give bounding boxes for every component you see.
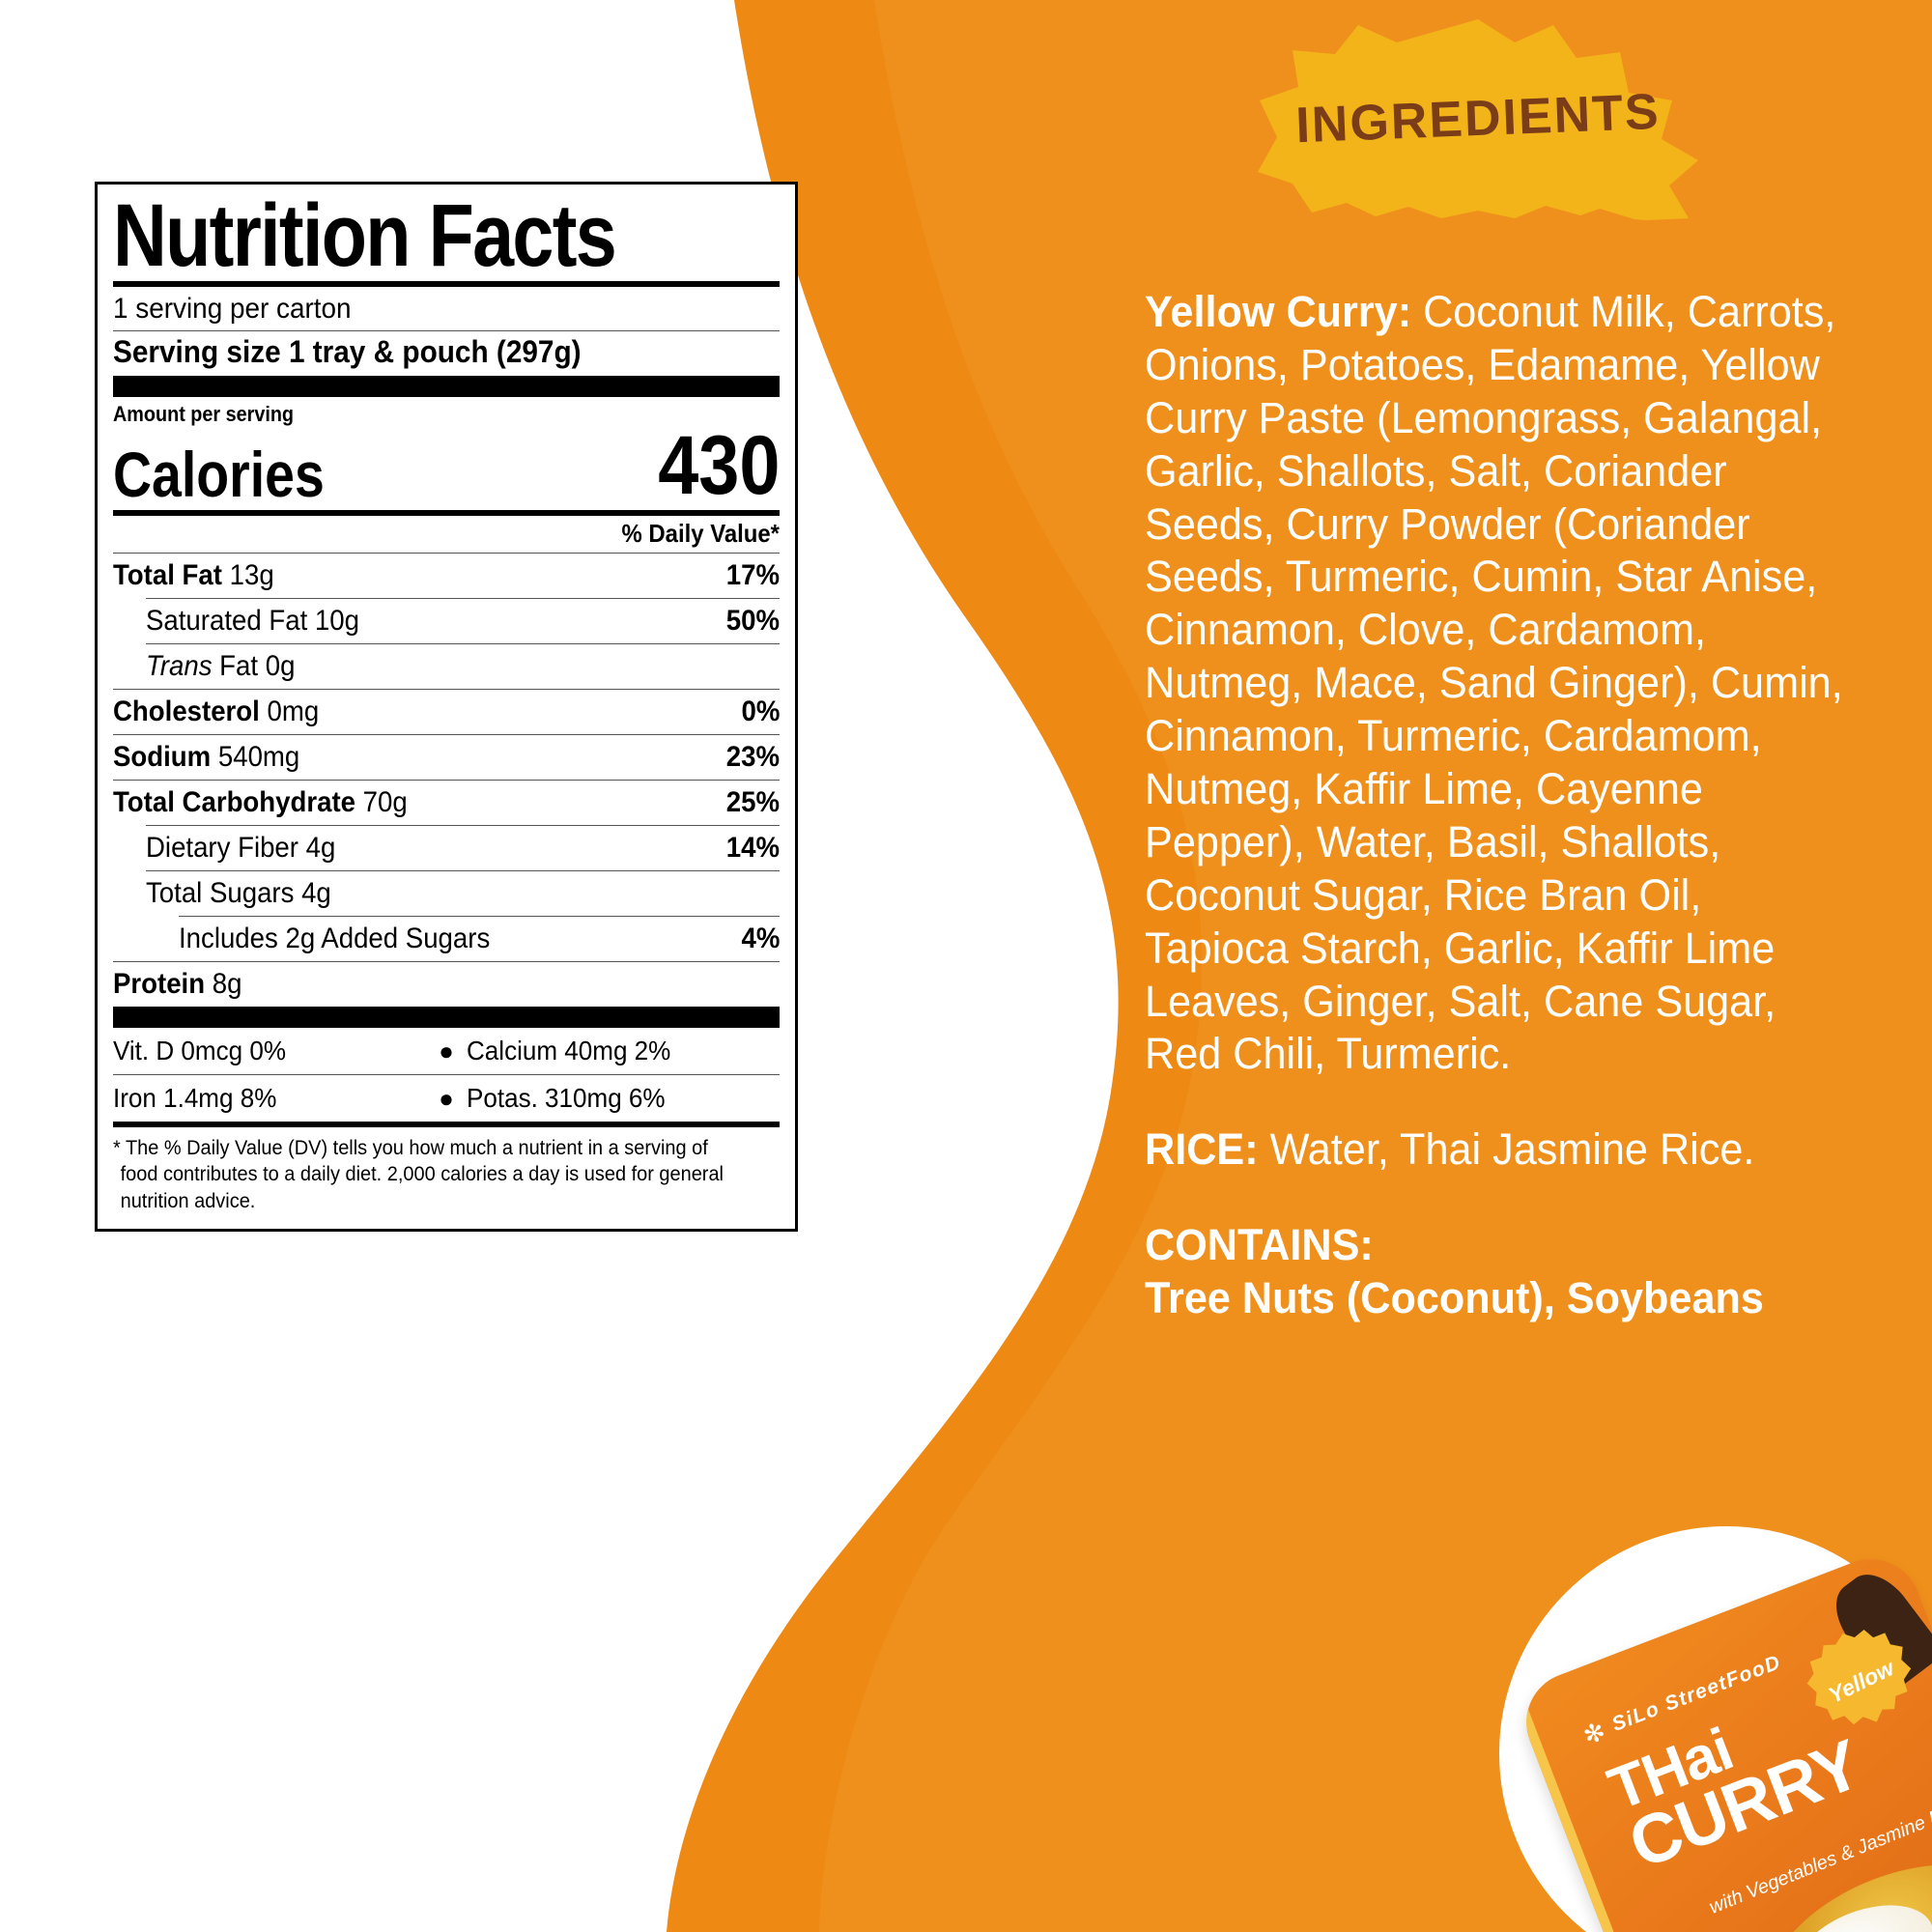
nutrient-row-divider xyxy=(179,915,780,917)
servings-per-container: 1 serving per carton xyxy=(113,293,352,326)
micronutrient-divider xyxy=(113,1073,780,1075)
nutrient-name: Cholesterol 0mg xyxy=(113,695,320,727)
ingredient-heading-yellow-curry: Yellow Curry: xyxy=(1145,287,1412,336)
serving-size: Serving size 1 tray & pouch (297g) xyxy=(113,333,582,369)
nutrient-row-divider xyxy=(113,779,780,781)
daily-value-header: % Daily Value* xyxy=(621,518,780,548)
ingredient-text-rice: Water, Thai Jasmine Rice. xyxy=(1258,1124,1755,1175)
bullet-separator-icon: ● xyxy=(439,1036,454,1065)
amount-per-serving-label: Amount per serving xyxy=(113,401,295,426)
nutrient-rows-container: Total Fat 13g 17% Saturated Fat 10g 50% Tran… xyxy=(113,552,780,1007)
rice-portion xyxy=(1781,1887,1932,1932)
contains-label: CONTAINS: xyxy=(1145,1220,1374,1270)
nutrient-name: Total Fat 13g xyxy=(113,558,274,591)
calories-value: 430 xyxy=(657,418,780,512)
divider-above-footnote xyxy=(113,1121,780,1127)
nutrient-name: Sodium 540mg xyxy=(113,740,300,773)
nutrient-row-divider xyxy=(146,869,780,871)
contains-allergens: Tree Nuts (Coconut), Soybeans xyxy=(1145,1273,1764,1323)
ingredients-badge: INGREDIENTS xyxy=(1256,17,1700,220)
nutrient-daily-value: 4% xyxy=(741,922,780,954)
calories-row: Calories 430 xyxy=(113,418,780,512)
divider-servings xyxy=(113,329,780,331)
divider-thick-bottom xyxy=(113,1006,780,1028)
ingredient-heading-rice: RICE: xyxy=(1145,1124,1259,1175)
nutrient-name: Total Sugars 4g xyxy=(146,876,331,909)
nutrient-name: Dietary Fiber 4g xyxy=(146,831,336,864)
micronutrient-row: Iron 1.4mg 8% ● Potas. 310mg 6% xyxy=(113,1075,780,1122)
divider-under-calories xyxy=(113,509,780,516)
nutrient-row: Total Carbohydrate 70g 25% xyxy=(113,781,780,825)
micronutrient-rows-container: Vit. D 0mcg 0% ● Calcium 40mg 2% Iron 1.4mg… xyxy=(113,1028,780,1122)
nutrient-name: Total Carbohydrate 70g xyxy=(113,785,408,818)
micronutrient-row: Vit. D 0mcg 0% ● Calcium 40mg 2% xyxy=(113,1028,780,1074)
micronutrient-right: Potas. 310mg 6% xyxy=(466,1082,666,1113)
nutrient-row: Trans Fat 0g xyxy=(113,644,780,689)
nutrient-daily-value: 50% xyxy=(725,604,780,637)
daily-value-footnote: * The % Daily Value (DV) tells you how m… xyxy=(113,1136,724,1213)
nutrition-facts-title: Nutrition Facts xyxy=(113,186,617,285)
micronutrient-left: Iron 1.4mg 8% xyxy=(113,1082,277,1113)
divider-thick-top xyxy=(113,375,780,397)
nutrient-daily-value: 14% xyxy=(725,831,780,864)
nutrient-row: Includes 2g Added Sugars 4% xyxy=(113,917,780,961)
nutrient-row: Protein 8g xyxy=(113,962,780,1007)
sparkle-icon: ✻ xyxy=(1578,1716,1609,1751)
ingredient-section-rice: RICE: Water, Thai Jasmine Rice. xyxy=(1145,1123,1850,1177)
calories-label: Calories xyxy=(113,438,325,510)
nutrient-row: Sodium 540mg 23% xyxy=(113,735,780,780)
nutrient-name: Trans Fat 0g xyxy=(146,649,296,682)
nutrient-row: Cholesterol 0mg 0% xyxy=(113,690,780,734)
product-package-photo: ✻ SiLo StreetFooD THai CURRY with Vegeta… xyxy=(1478,1497,1932,1932)
nutrient-row: Total Sugars 4g xyxy=(113,871,780,916)
nutrient-row-divider xyxy=(113,960,780,962)
nutrition-facts-panel: Nutrition Facts 1 serving per carton Ser… xyxy=(95,182,798,1232)
nutrient-row-divider xyxy=(113,688,780,690)
ingredient-section-yellow-curry: Yellow Curry: Coconut Milk, Carrots, Oni… xyxy=(1145,286,1850,1081)
nutrient-name: Saturated Fat 10g xyxy=(146,604,359,637)
micronutrient-right: Calcium 40mg 2% xyxy=(466,1035,670,1065)
nutrient-row-divider xyxy=(146,824,780,826)
nutrient-row: Total Fat 13g 17% xyxy=(113,554,780,598)
nutrient-name: Protein 8g xyxy=(113,967,242,1000)
nutrient-daily-value: 0% xyxy=(741,695,780,727)
nutrient-row-divider xyxy=(113,552,780,554)
ingredients-text-block: Yellow Curry: Coconut Milk, Carrots, Oni… xyxy=(1145,286,1850,1325)
nutrient-daily-value: 17% xyxy=(725,558,780,591)
allergen-contains-section: CONTAINS: Tree Nuts (Coconut), Soybeans xyxy=(1145,1219,1850,1325)
ingredient-text-yellow-curry: Coconut Milk, Carrots, Onions, Potatoes,… xyxy=(1145,287,1843,1079)
nutrient-row: Saturated Fat 10g 50% xyxy=(113,599,780,643)
micronutrient-left: Vit. D 0mcg 0% xyxy=(113,1035,286,1065)
bullet-separator-icon: ● xyxy=(439,1083,454,1113)
nutrient-daily-value: 23% xyxy=(725,740,780,773)
nutrient-row-divider xyxy=(146,597,780,599)
nutrient-row-divider xyxy=(146,642,780,644)
nutrient-row: Dietary Fiber 4g 14% xyxy=(113,826,780,870)
divider-under-title xyxy=(113,281,780,288)
nutrient-row-divider xyxy=(113,733,780,735)
nutrient-daily-value: 25% xyxy=(725,785,780,818)
ingredients-badge-label: INGREDIENTS xyxy=(1294,83,1662,155)
nutrient-name: Includes 2g Added Sugars xyxy=(179,922,491,954)
